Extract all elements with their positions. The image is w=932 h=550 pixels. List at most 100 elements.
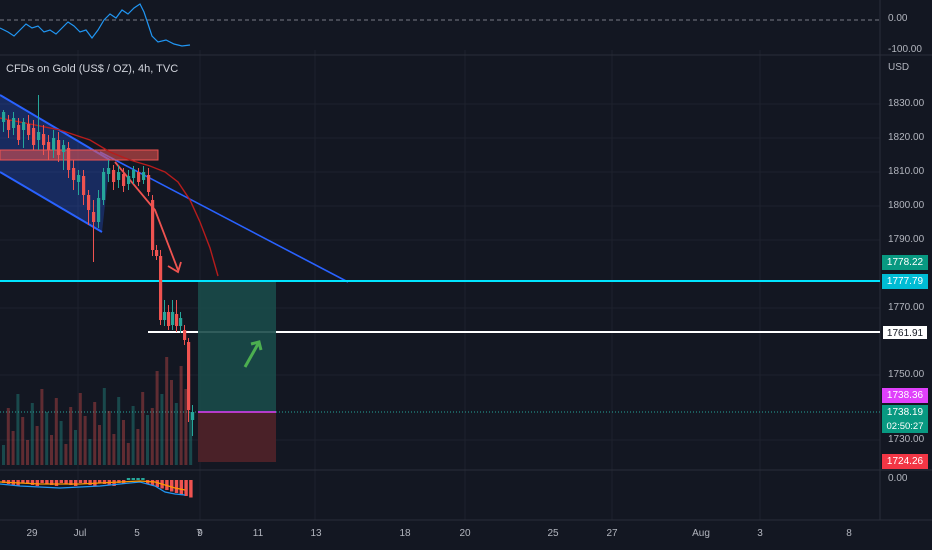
time-axis-label: 3	[757, 528, 763, 539]
price-axis-label: 1830.00	[888, 98, 925, 109]
volume-bar	[6, 408, 10, 465]
target-price-tag: 1778.22	[882, 255, 928, 270]
price-axis-label: 1770.00	[888, 302, 925, 313]
time-axis-label: 27	[606, 528, 618, 539]
macd-bar	[189, 480, 193, 498]
macd-bar	[54, 480, 59, 486]
macd-bar	[126, 478, 131, 480]
chart-title[interactable]: CFDs on Gold (US$ / OZ), 4h, TVC	[6, 63, 179, 75]
volume-bar	[146, 415, 149, 465]
candle-body	[183, 330, 187, 340]
volume-bar	[93, 402, 97, 465]
volume-bar	[107, 411, 111, 465]
macd-bar	[40, 480, 44, 483]
candle-body	[179, 318, 183, 326]
target-zone	[198, 282, 276, 412]
volume-bar	[50, 435, 53, 465]
macd-bar	[26, 480, 30, 484]
channel-lower-line	[0, 171, 103, 233]
candle-body	[187, 342, 191, 410]
volume-bar	[170, 380, 173, 465]
macd-bar	[21, 480, 25, 483]
candle-body	[42, 134, 46, 145]
candle-body	[62, 145, 66, 152]
macd-bar	[88, 480, 92, 485]
price-axis-label: 1730.00	[888, 434, 925, 445]
macd-bar	[131, 478, 135, 480]
candle-body	[155, 250, 159, 256]
candle-body	[2, 112, 6, 122]
white-level-tag: 1761.91	[882, 325, 928, 340]
volume-bar	[102, 388, 106, 465]
currency-label[interactable]: USD	[888, 62, 910, 73]
macd-bar	[98, 480, 102, 483]
oscillator-minus-label: -100.00	[888, 44, 922, 52]
macd-bar	[35, 480, 39, 486]
candle-body	[97, 198, 101, 222]
price-axis-label: 1800.00	[888, 200, 925, 211]
time-axis-label: Aug	[692, 528, 710, 539]
macd-bar	[59, 480, 63, 483]
volume-bar	[98, 425, 101, 465]
candle-body	[122, 174, 126, 186]
candle-body	[167, 312, 171, 326]
volume-bar	[117, 397, 121, 465]
volume-bar	[45, 412, 49, 465]
volume-bar	[59, 421, 63, 465]
candle-body	[52, 138, 56, 150]
macd-bar	[174, 480, 179, 493]
time-axis-label: 5	[134, 528, 140, 539]
cyan-level-tag: 1777.79	[882, 274, 928, 289]
volume-bar	[30, 403, 34, 465]
candle-body	[22, 122, 26, 130]
candle-body	[175, 314, 179, 326]
time-axis-label: 18	[399, 528, 411, 539]
price-axis-label: 1820.00	[888, 132, 925, 143]
volume-bar	[141, 392, 145, 465]
macd-bar	[74, 480, 78, 486]
volume-bar	[155, 371, 159, 465]
volume-bar	[83, 416, 87, 465]
candle-body	[127, 176, 131, 184]
grid	[0, 50, 880, 520]
time-axis-label: 9	[197, 528, 203, 539]
channel-upper-line	[0, 94, 111, 161]
candle-body	[67, 148, 71, 170]
volume-bar	[40, 389, 44, 465]
volume-bar	[184, 389, 188, 465]
macd-bar	[64, 480, 68, 484]
candle-body	[171, 312, 175, 325]
candle-body	[12, 118, 16, 128]
volume-bar	[2, 445, 5, 465]
volume-bar	[21, 417, 25, 465]
candle-body	[37, 132, 41, 140]
entry-price-tag: 1738.36	[882, 388, 928, 403]
volume-bar	[54, 398, 58, 465]
macd-bar	[170, 480, 174, 492]
macd-bar	[78, 480, 83, 483]
macd-bar	[30, 480, 35, 485]
macd-bar	[102, 480, 107, 484]
macd-bar	[69, 480, 73, 485]
volume-bar	[131, 406, 135, 465]
volume-bar	[35, 426, 39, 465]
moving-average	[0, 117, 219, 277]
candle-body	[17, 125, 21, 140]
volume-bar	[174, 403, 178, 465]
time-axis-label: 8	[846, 528, 852, 539]
oscillator-line	[0, 3, 191, 47]
green-arrow	[243, 340, 263, 368]
macd-zero-label: 0.00	[888, 473, 908, 484]
candle-body	[102, 172, 106, 200]
time-axis-label: 7	[196, 528, 202, 539]
volume-bar	[112, 434, 116, 465]
macd-bar	[2, 480, 6, 483]
candle-body	[112, 170, 116, 182]
resistance-zone	[0, 149, 159, 161]
volume-bar	[160, 394, 164, 465]
macd-bar	[112, 480, 116, 486]
time-axis-label: 11	[252, 528, 264, 539]
macd-bar	[179, 480, 183, 495]
